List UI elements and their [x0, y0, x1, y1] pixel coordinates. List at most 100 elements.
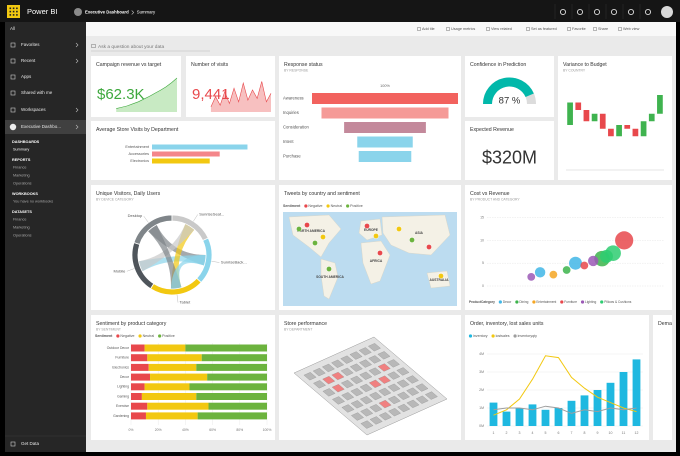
tile-title: Number of visits: [191, 62, 229, 68]
floor-fixture: [396, 379, 410, 388]
stacked-bar: [131, 373, 151, 381]
tile[interactable]: Demand: [653, 315, 678, 440]
tile[interactable]: Sentiment Negative Neutral Positive 0% 20% 40%…: [91, 315, 275, 440]
category-label: Furniture: [115, 356, 129, 360]
chord-leader: [193, 214, 198, 222]
section-item[interactable]: Operations: [13, 234, 32, 238]
tile-bg: [91, 121, 275, 180]
section-item[interactable]: You have no workbooks: [13, 200, 53, 204]
tile[interactable]: 0 5 10 15 ProductCategory Decor Dining Entertai…: [465, 185, 672, 310]
launcher-dot: [16, 10, 18, 13]
top-icon[interactable]: [627, 8, 635, 16]
tile-title: Demand: [658, 321, 678, 327]
x-tick-label: 20%: [155, 428, 162, 432]
toolbar-item[interactable]: Usage metrics: [451, 27, 475, 31]
map-marker: [377, 250, 383, 256]
tile[interactable]: 100% Awareness Inquiries Consideration Inten…: [279, 56, 461, 180]
legend-label: Entertainment: [536, 300, 556, 304]
launcher-dot: [12, 14, 15, 16]
x-tick-label: 6: [558, 431, 560, 435]
floor-fixture: [424, 391, 438, 400]
toolbar-item[interactable]: Set as featured: [531, 27, 557, 31]
nav-item[interactable]: Apps: [21, 74, 32, 79]
bar-label: Electronics: [130, 159, 149, 163]
nav-item[interactable]: Shared with me: [21, 90, 53, 95]
funnel-bar: [357, 136, 413, 148]
section-heading: WORKBOOKS: [12, 192, 38, 196]
nav-icon: [9, 123, 17, 131]
section-item[interactable]: Marketing: [13, 226, 30, 230]
waterfall-bar: [624, 125, 631, 129]
floor-fixture: [350, 388, 364, 397]
toolbar-item[interactable]: Share: [598, 27, 608, 31]
tile[interactable]: 9,441 Number of visits: [186, 56, 275, 117]
y-tick-label: 2M: [479, 388, 484, 392]
section-item[interactable]: Finance: [13, 166, 27, 170]
section-item[interactable]: Operations: [13, 182, 32, 186]
nav-item[interactable]: Recent: [21, 58, 36, 63]
qa-input[interactable]: Ask a question about your data: [98, 44, 164, 50]
floor-fixture: [387, 383, 401, 392]
toolbar-icon: [567, 27, 571, 31]
waterfall-bar: [608, 128, 614, 137]
kpi-value: $320M: [482, 147, 537, 167]
tile[interactable]: 87 % Confidence in Prediction: [465, 56, 554, 117]
floor-fixture: [378, 387, 392, 396]
floor-fixture: [332, 396, 345, 405]
top-icon[interactable]: [559, 8, 567, 16]
top-icon[interactable]: [576, 8, 584, 16]
toolbar-item[interactable]: Favorite: [572, 27, 586, 31]
toolbar-item[interactable]: Add tile: [422, 27, 435, 31]
floor-fixture: [397, 391, 410, 400]
tile-title: Tweets by country and sentiment: [284, 191, 360, 197]
nav-item[interactable]: Favorites: [21, 42, 40, 47]
bubble: [615, 231, 634, 250]
tile-title: Average Store Visits by Department: [96, 127, 179, 133]
bubble: [549, 270, 558, 279]
tile[interactable]: Entertainment Accessories Electronics Avera…: [91, 121, 275, 180]
y-tick-label: 0: [482, 284, 484, 288]
nav-item[interactable]: Workspaces: [21, 107, 46, 112]
floor-fixture: [359, 359, 372, 368]
x-tick-label: 5: [545, 431, 547, 435]
tile[interactable]: $320M Expected Revenue: [465, 121, 554, 180]
stacked-bar: [196, 393, 267, 400]
map-marker: [296, 226, 302, 232]
map-marker: [304, 222, 310, 228]
bubble: [562, 266, 571, 274]
legend-swatch: [138, 334, 142, 338]
section-item[interactable]: Finance: [13, 218, 27, 222]
x-tick-label: 4: [532, 431, 534, 435]
tile[interactable]: Desktop Mobile Tablet SunriseBack... Sunrise…: [91, 185, 275, 310]
top-icon[interactable]: [610, 8, 618, 16]
waterfall-bar: [648, 113, 655, 122]
get-data[interactable]: Get Data: [21, 441, 40, 446]
sidebar: [5, 22, 86, 452]
tile[interactable]: Sentiment Negative Neutral Positive NORTH AM…: [279, 185, 461, 310]
tile[interactable]: inventory lostsales inventoryqty 0M 1M 2M 3M 4M…: [465, 315, 649, 440]
bar: [152, 158, 210, 164]
floor-fixture: [368, 367, 382, 376]
toolbar-item[interactable]: View related: [491, 27, 512, 31]
tile-bg: [465, 121, 554, 180]
breadcrumb[interactable]: Summary: [137, 10, 156, 15]
x-tick-label: 0%: [129, 428, 134, 432]
tile-subtitle: BY SENTIMENT: [96, 327, 121, 331]
tile[interactable]: $62.3K Campaign revenue vs target: [91, 56, 181, 117]
section-item[interactable]: Summary: [13, 148, 29, 152]
bubble: [580, 261, 589, 270]
top-icon[interactable]: [644, 8, 652, 16]
nav-item[interactable]: All: [10, 26, 15, 31]
chord-segment: [171, 214, 209, 242]
toolbar-item[interactable]: Web view: [623, 27, 640, 31]
section-item[interactable]: Marketing: [13, 174, 30, 178]
avatar[interactable]: [661, 6, 673, 18]
floor-fixture: [369, 391, 382, 401]
top-icon[interactable]: [593, 8, 601, 16]
floor-fixture: [358, 347, 372, 356]
nav-item[interactable]: Executive Dashbo...: [21, 124, 61, 129]
floor-fixture: [368, 343, 381, 352]
breadcrumb[interactable]: Executive Dashboard: [85, 10, 129, 15]
